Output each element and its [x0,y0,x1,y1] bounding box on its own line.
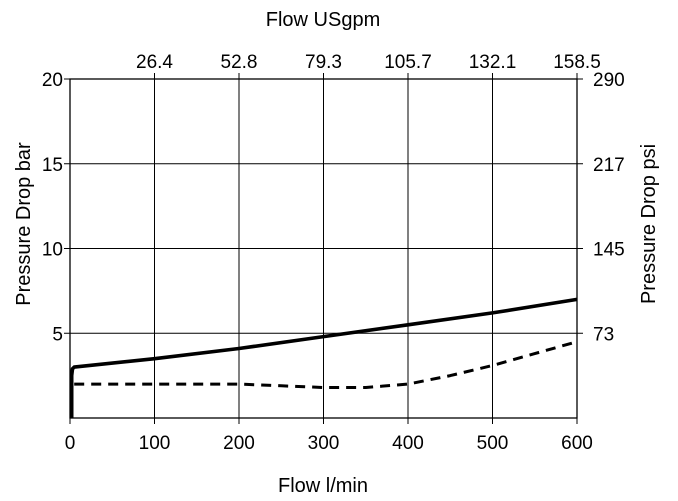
y-tick-label-left: 15 [42,155,63,176]
x-tick-label-top: 79.3 [305,52,342,73]
x-tick-label-bottom: 400 [392,433,424,454]
y-tick-label-right: 290 [593,70,625,91]
y-tick-label-left: 5 [52,324,63,345]
x-axis-title-top: Flow USgpm [266,9,380,31]
y-tick-label-left: 10 [42,240,63,261]
x-tick-label-bottom: 100 [139,433,171,454]
dashed-series-line [74,340,578,389]
y-tick-label-left: 20 [42,70,63,91]
x-tick-label-bottom: 0 [65,433,76,454]
x-tick-label-top: 52.8 [221,52,258,73]
y-axis-title-left: Pressure Drop bar [13,142,35,306]
plot-frame [69,78,578,419]
x-tick-label-top: 26.4 [136,52,173,73]
x-tick-label-bottom: 200 [223,433,255,454]
y-axis-title-right: Pressure Drop psi [638,144,660,304]
solid-series-line [69,297,578,418]
x-tick-label-top: 158.5 [553,52,601,73]
x-tick-label-bottom: 600 [561,433,593,454]
x-axis-title-bottom: Flow l/min [278,475,368,497]
y-tick-label-right: 145 [593,240,625,261]
grid [64,73,583,424]
y-tick-label-right: 73 [593,324,614,345]
tick-labels: 0 100 200 300 400 500 600 26.4 52.8 79.3 105.7 132.… [42,52,625,454]
x-tick-label-bottom: 500 [477,433,509,454]
x-tick-label-top: 105.7 [384,52,432,73]
y-tick-label-right: 217 [593,155,625,176]
x-tick-label-bottom: 300 [308,433,340,454]
x-tick-label-top: 132.1 [469,52,517,73]
series-group [69,297,578,418]
